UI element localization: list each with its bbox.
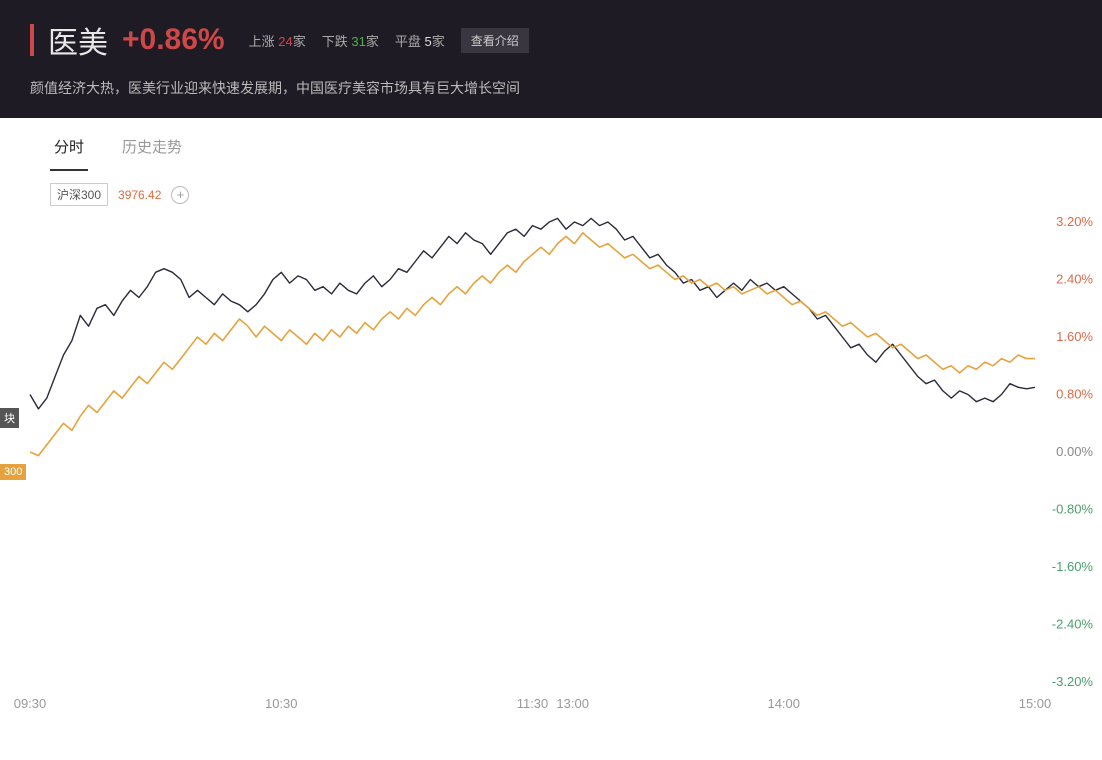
title-row: 医美 +0.86% 上涨 24家 下跌 31家 平盘 5家 查看介绍 <box>30 18 1072 62</box>
tabs: 分时 历史走势 <box>0 118 1102 171</box>
side-tag-300: 300 <box>0 464 26 480</box>
sector-name: 医美 <box>48 18 108 62</box>
legend-index-name: 沪深300 <box>50 183 108 206</box>
svg-text:1.60%: 1.60% <box>1056 329 1093 344</box>
tab-history[interactable]: 历史走势 <box>118 136 186 171</box>
svg-text:15:00: 15:00 <box>1019 696 1052 711</box>
svg-text:-0.80%: -0.80% <box>1052 502 1094 517</box>
legend-row: 沪深300 3976.42 + <box>0 171 1102 212</box>
flat-label: 平盘 <box>395 34 421 49</box>
pct-change: +0.86% <box>122 23 225 57</box>
svg-text:13:00: 13:00 <box>556 696 589 711</box>
chart-svg: 3.20% 2.40% 1.60% 0.80% 0.00% -0.80% -1.60% -2.… <box>0 212 1102 752</box>
svg-text:3.20%: 3.20% <box>1056 214 1093 229</box>
up-count: 24 <box>278 34 292 49</box>
chart-area: 分时 历史走势 沪深300 3976.42 + 块 300 3.20% 2.40%… <box>0 118 1102 752</box>
svg-text:14:00: 14:00 <box>767 696 800 711</box>
svg-text:11:30: 11:30 <box>517 696 549 711</box>
svg-text:-1.60%: -1.60% <box>1052 559 1094 574</box>
svg-text:-2.40%: -2.40% <box>1052 617 1094 632</box>
accent-bar <box>30 24 34 56</box>
down-count: 31 <box>351 34 365 49</box>
header: 医美 +0.86% 上涨 24家 下跌 31家 平盘 5家 查看介绍 颜值经济大… <box>0 0 1102 118</box>
description: 颜值经济大热，医美行业迎来快速发展期，中国医疗美容市场具有巨大增长空间 <box>30 78 1072 98</box>
add-series-button[interactable]: + <box>171 186 189 204</box>
plot: 块 300 3.20% 2.40% 1.60% 0.80% 0.00% -0.80% -1.… <box>0 212 1102 752</box>
down-label: 下跌 <box>322 34 348 49</box>
svg-text:10:30: 10:30 <box>265 696 298 711</box>
stats: 上涨 24家 下跌 31家 平盘 5家 查看介绍 <box>249 28 529 53</box>
svg-text:0.00%: 0.00% <box>1056 444 1093 459</box>
tab-realtime[interactable]: 分时 <box>50 136 88 171</box>
svg-text:-3.20%: -3.20% <box>1052 674 1094 689</box>
svg-text:0.80%: 0.80% <box>1056 387 1093 402</box>
intro-button[interactable]: 查看介绍 <box>461 28 529 53</box>
side-tag-block: 块 <box>0 408 19 428</box>
svg-text:2.40%: 2.40% <box>1056 272 1093 287</box>
flat-count: 5 <box>424 34 431 49</box>
svg-text:09:30: 09:30 <box>14 696 47 711</box>
up-label: 上涨 <box>249 34 275 49</box>
legend-index-value: 3976.42 <box>118 188 161 202</box>
